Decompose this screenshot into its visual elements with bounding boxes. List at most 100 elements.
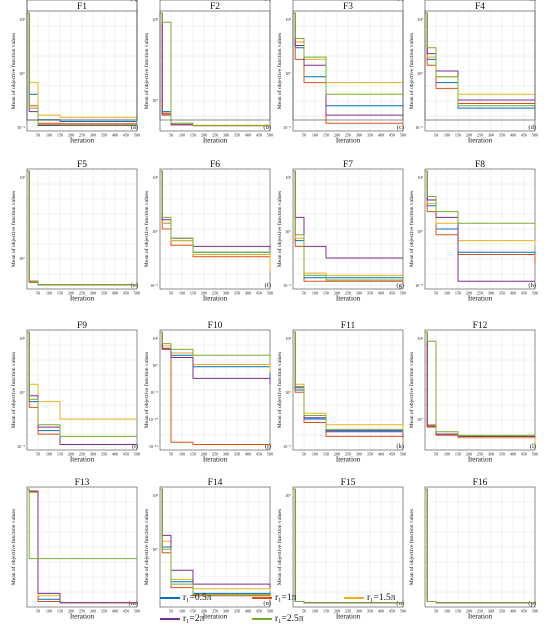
x-tick-label: 100: [444, 291, 450, 296]
y-tick-label: -2.6: [18, 0, 25, 1]
x-tick-label: 150: [323, 609, 329, 614]
y-tick-label: 10⁰: [19, 390, 25, 395]
y-tick-label: -10°: [416, 0, 424, 1]
panel-tag: (b): [263, 124, 271, 131]
x-tick-label: 50: [434, 0, 438, 1]
x-tick-label: 50: [169, 0, 173, 1]
legend-item: r₁=1π: [252, 591, 296, 605]
y-tick-label: -3: [155, 0, 159, 1]
y-tick-label: 10⁰: [19, 71, 25, 76]
x-tick-label: 350: [234, 0, 240, 1]
series-line: [293, 331, 404, 433]
panel-tag: (q): [130, 0, 138, 2]
x-tick-label: 250: [79, 291, 85, 296]
x-tick-label: 300: [223, 0, 229, 1]
x-tick-label: 200: [68, 0, 74, 1]
x-tick-label: 250: [212, 133, 218, 138]
x-tick-label: 450: [256, 0, 262, 1]
y-tick-label: 10⁵: [152, 493, 158, 498]
x-axis-label: Iteration: [336, 613, 361, 621]
x-axis-label: Iteration: [336, 137, 361, 145]
x-tick-label: 200: [466, 0, 472, 1]
x-tick-label: 500: [134, 291, 140, 296]
y-axis-label: Mean of objective function values: [10, 509, 17, 585]
plot-frame: [292, 486, 404, 608]
y-tick-label: 10⁻⁵: [17, 444, 25, 449]
x-tick-label: 300: [223, 291, 229, 296]
x-axis-label: Iteration: [336, 295, 361, 303]
x-tick-label: 400: [378, 0, 384, 1]
x-tick-label: 100: [46, 0, 52, 1]
x-tick-label: 200: [466, 291, 472, 296]
x-axis-label: Iteration: [203, 137, 228, 145]
x-tick-label: 300: [90, 452, 96, 457]
panel-title: F4: [475, 2, 485, 12]
x-tick-label: 450: [123, 609, 129, 614]
y-axis-label: Mean of objective function values: [143, 509, 150, 585]
x-tick-label: 250: [345, 291, 351, 296]
y-tick-label: 10⁵: [152, 175, 158, 180]
x-tick-label: 500: [134, 0, 140, 1]
x-axis-label: Iteration: [336, 456, 361, 464]
panel-tag: (g): [396, 282, 404, 289]
x-tick-label: 500: [267, 133, 273, 138]
x-tick-label: 400: [112, 452, 118, 457]
plot-frame: [424, 0, 536, 121]
x-tick-label: 50: [302, 452, 306, 457]
x-tick-label: 100: [179, 0, 185, 1]
x-tick-label: 300: [356, 291, 362, 296]
y-tick-label: 10⁰: [19, 256, 25, 261]
y-tick-label: -3.2: [18, 0, 25, 1]
x-tick-label: 100: [312, 452, 318, 457]
y-tick-label: -3.8: [18, 0, 25, 1]
panel-tag: (d): [528, 124, 536, 131]
x-tick-label: 350: [367, 0, 373, 1]
panel-title: F10: [208, 321, 223, 331]
panel-tag: (t): [530, 0, 536, 2]
x-tick-label: 300: [488, 291, 494, 296]
x-tick-label: 300: [356, 0, 362, 1]
x-tick-label: 50: [169, 133, 173, 138]
x-tick-label: 250: [345, 133, 351, 138]
y-tick-label: -10¹: [284, 0, 292, 1]
y-tick-label: 10⁵: [152, 336, 158, 341]
panel-title: F7: [343, 160, 353, 170]
x-tick-label: 300: [488, 133, 494, 138]
y-tick-label: 10⁵: [417, 17, 423, 22]
series-line: [27, 488, 137, 560]
panel-tag: (e): [131, 282, 138, 289]
y-tick-label: -1.5: [151, 0, 158, 1]
x-axis-label: Iteration: [468, 137, 493, 145]
x-tick-label: 150: [323, 452, 329, 457]
x-tick-label: 100: [46, 133, 52, 138]
x-tick-label: 400: [510, 291, 516, 296]
x-tick-label: 200: [201, 609, 207, 614]
x-tick-label: 450: [389, 291, 395, 296]
x-tick-label: 300: [356, 133, 362, 138]
x-tick-label: 250: [477, 0, 483, 1]
x-tick-label: 150: [190, 291, 196, 296]
panel-title: F20: [473, 0, 488, 3]
y-tick-label: -3.4: [18, 0, 26, 1]
x-tick-label: 250: [345, 609, 351, 614]
panel-title: F19: [341, 0, 356, 3]
y-axis-label: Mean of objective function values: [0, 0, 38, 2]
y-tick-label: 10⁻⁵: [150, 390, 158, 395]
x-tick-label: 250: [79, 133, 85, 138]
x-tick-label: 250: [79, 0, 85, 1]
panel-tag: (i): [132, 443, 138, 450]
x-tick-label: 500: [134, 609, 140, 614]
plot-frame: [26, 168, 138, 290]
x-tick-label: 450: [256, 452, 262, 457]
panel-title: F12: [473, 321, 488, 331]
x-tick-label: 200: [201, 452, 207, 457]
x-tick-label: 300: [223, 452, 229, 457]
x-tick-label: 350: [234, 291, 240, 296]
y-tick-label: 10⁰: [152, 98, 158, 103]
series-line: [160, 12, 270, 126]
x-axis-label: Iteration: [468, 456, 493, 464]
y-tick-label: 10⁵: [285, 175, 291, 180]
x-tick-label: 500: [400, 0, 406, 1]
x-tick-label: 400: [245, 609, 251, 614]
panel-tag: (f): [265, 282, 272, 289]
